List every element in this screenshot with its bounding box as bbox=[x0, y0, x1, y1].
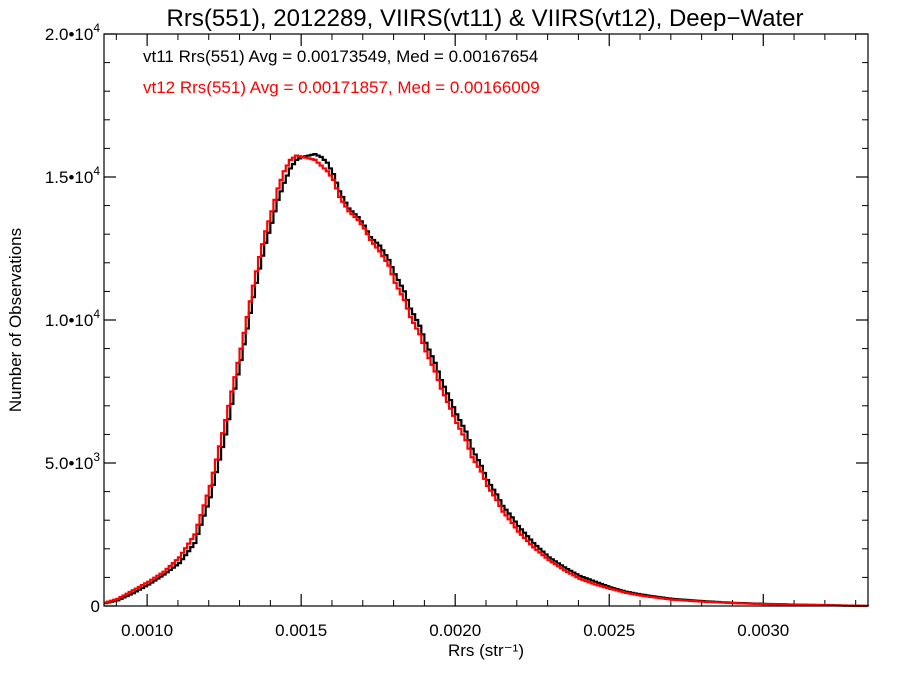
x-tick-label: 0.0030 bbox=[737, 621, 789, 640]
x-tick-label: 0.0015 bbox=[275, 621, 327, 640]
y-tick-label: 1.5•104 bbox=[45, 164, 101, 187]
y-tick-label: 5.0•103 bbox=[45, 450, 101, 473]
y-axis-ticks: 0 5.0•103 1.0•104 1.5•104 2.0•104 bbox=[45, 21, 868, 616]
y-tick-label: 0 bbox=[91, 597, 100, 616]
x-axis-label-text: Rrs (str⁻¹) bbox=[448, 641, 524, 660]
y-axis-label: Number of Observations bbox=[6, 228, 25, 412]
series-layer bbox=[104, 153, 870, 608]
x-axis-label: Rrs (str⁻¹) bbox=[448, 641, 524, 660]
legend-vt11: vt11 Rrs(551) Avg = 0.00173549, Med = 0.… bbox=[143, 47, 538, 66]
x-axis-ticks: 0.0010 0.0015 0.0020 0.0025 0.0030 bbox=[115, 34, 857, 640]
x-tick-label: 0.0010 bbox=[121, 621, 173, 640]
x-tick-label: 0.0020 bbox=[429, 621, 481, 640]
legend-vt12: vt12 Rrs(551) Avg = 0.00171857, Med = 0.… bbox=[143, 78, 540, 97]
x-tick-label: 0.0025 bbox=[583, 621, 635, 640]
series-line-vt12 bbox=[104, 154, 870, 608]
series-line-vt11 bbox=[104, 153, 870, 608]
plot-frame bbox=[103, 33, 869, 607]
chart-title: Rrs(551), 2012289, VIIRS(vt11) & VIIRS(v… bbox=[167, 5, 804, 32]
y-tick-label: 2.0•104 bbox=[45, 21, 101, 44]
y-tick-label: 1.0•104 bbox=[45, 307, 101, 330]
